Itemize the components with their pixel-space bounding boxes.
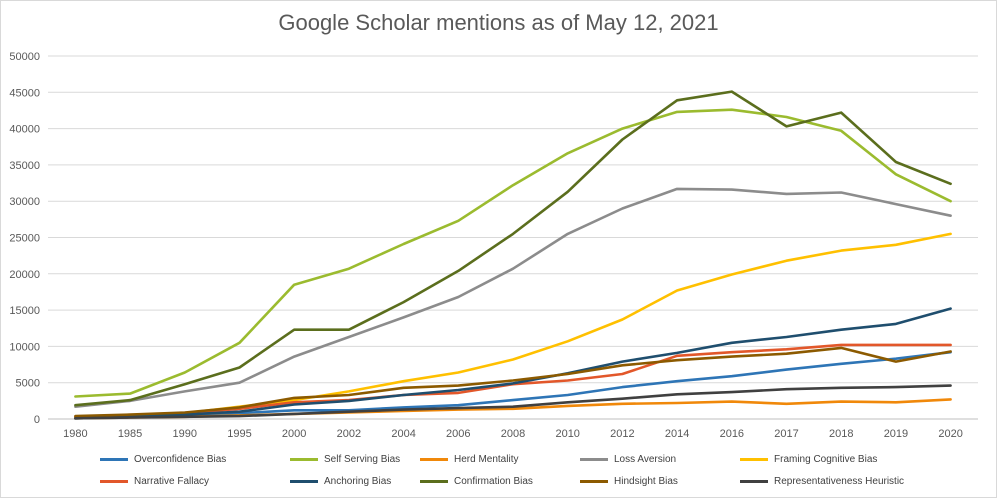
- legend-label: Overconfidence Bias: [134, 453, 227, 465]
- y-tick-label: 50000: [9, 51, 40, 63]
- legend-item: Confirmation Bias: [420, 473, 533, 489]
- series-line-overconfidence-bias: [74, 350, 952, 420]
- legend-swatch: [100, 457, 128, 461]
- legend-label: Representativeness Heuristic: [774, 475, 905, 487]
- legend-label: Loss Aversion: [614, 453, 677, 465]
- y-tick-label: 30000: [9, 196, 40, 208]
- legend-item: Hindsight Bias: [580, 473, 678, 489]
- legend-item: Self Serving Bias: [290, 451, 400, 467]
- x-tick-label: 2002: [337, 428, 361, 440]
- legend-item: Framing Cognitive Bias: [740, 451, 877, 467]
- legend-swatch: [100, 479, 128, 483]
- legend-swatch: [290, 457, 318, 461]
- x-tick-label: 2018: [829, 428, 853, 440]
- x-tick-label: 2012: [610, 428, 634, 440]
- legend-item: Narrative Fallacy: [100, 473, 209, 489]
- y-tick-label: 15000: [9, 305, 40, 317]
- legend-label: Self Serving Bias: [324, 453, 401, 465]
- legend-label: Anchoring Bias: [324, 475, 392, 487]
- legend-item: Herd Mentality: [420, 451, 518, 467]
- legend-item: Anchoring Bias: [290, 473, 391, 489]
- y-tick-label: 25000: [9, 233, 40, 245]
- legend-swatch: [740, 457, 768, 461]
- y-tick-label: 0: [34, 414, 40, 426]
- x-tick-label: 1980: [63, 428, 87, 440]
- legend-swatch: [580, 457, 608, 461]
- chart-title: Google Scholar mentions as of May 12, 20…: [278, 10, 719, 35]
- x-tick-label: 1985: [118, 428, 142, 440]
- series-line-confirmation-bias: [74, 90, 952, 407]
- y-tick-label: 10000: [9, 341, 40, 353]
- series-line-loss-aversion: [74, 187, 952, 409]
- legend-swatch: [740, 479, 768, 483]
- legend-swatch: [290, 479, 318, 483]
- series-line-representativeness-heuristic: [74, 384, 952, 420]
- x-tick-label: 2017: [774, 428, 798, 440]
- x-tick-label: 2004: [391, 428, 415, 440]
- legend-item: Overconfidence Bias: [100, 451, 226, 467]
- x-tick-label: 2008: [501, 428, 525, 440]
- x-tick-label: 2014: [665, 428, 689, 440]
- legend-item: Loss Aversion: [580, 451, 676, 467]
- series-line-framing-cognitive-bias: [74, 232, 952, 419]
- x-tick-label: 2016: [720, 428, 744, 440]
- legend-label: Hindsight Bias: [614, 475, 678, 487]
- y-tick-label: 45000: [9, 87, 40, 99]
- y-tick-label: 5000: [16, 378, 40, 390]
- x-tick-label: 2019: [884, 428, 908, 440]
- y-tick-label: 40000: [9, 124, 40, 136]
- legend-label: Narrative Fallacy: [134, 475, 210, 487]
- x-tick-label: 2010: [555, 428, 579, 440]
- legend-swatch: [420, 479, 448, 483]
- x-tick-label: 2006: [446, 428, 470, 440]
- x-tick-label: 1990: [173, 428, 197, 440]
- series-line-self-serving-bias: [74, 108, 952, 398]
- legend-swatch: [420, 457, 448, 461]
- y-tick-label: 35000: [9, 160, 40, 172]
- legend-swatch: [580, 479, 608, 483]
- legend-label: Framing Cognitive Bias: [774, 453, 878, 465]
- x-tick-label: 2000: [282, 428, 306, 440]
- x-tick-label: 1995: [227, 428, 251, 440]
- y-tick-label: 20000: [9, 269, 40, 281]
- legend-label: Herd Mentality: [454, 453, 519, 465]
- x-tick-label: 2020: [938, 428, 962, 440]
- series-line-anchoring-bias: [74, 307, 952, 420]
- series-line-hindsight-bias: [74, 346, 952, 418]
- legend-label: Confirmation Bias: [454, 475, 533, 487]
- legend-item: Representativeness Heuristic: [740, 473, 904, 489]
